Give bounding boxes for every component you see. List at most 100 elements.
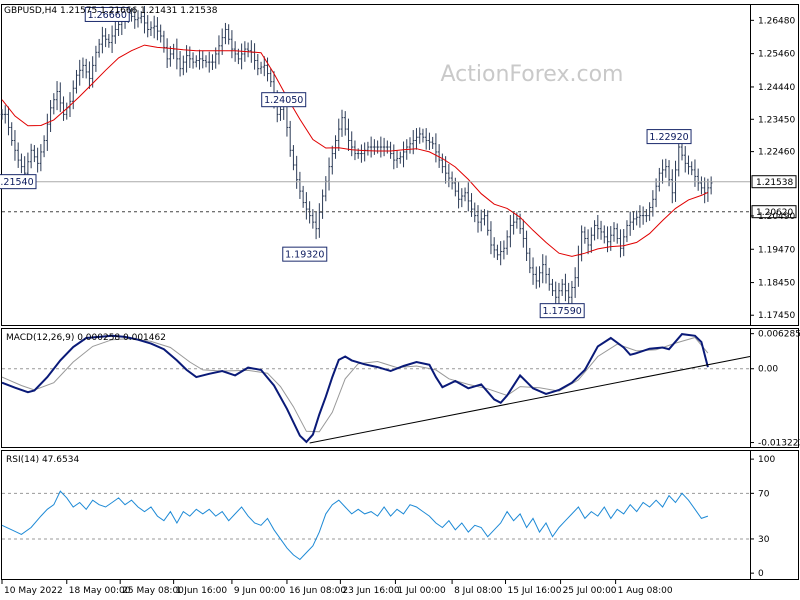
price-bar xyxy=(460,188,464,208)
price-bar xyxy=(654,178,658,208)
price-bar xyxy=(149,21,153,37)
y-tick-label: 1.18450 xyxy=(758,279,795,289)
price-bar xyxy=(596,214,600,240)
price-bar xyxy=(693,159,697,187)
price-bar xyxy=(227,24,230,45)
annotation-label: 1.17590 xyxy=(543,306,582,317)
price-bar xyxy=(29,143,33,169)
price-bar xyxy=(104,28,107,48)
price-bar xyxy=(204,55,208,68)
price-bar xyxy=(84,58,88,79)
price-bar xyxy=(677,140,681,177)
price-bar xyxy=(670,169,674,204)
price-annotation: 1.17590 xyxy=(539,303,585,319)
y-tick-label: 30 xyxy=(758,535,770,545)
y-tick-label: 1.17450 xyxy=(758,311,795,321)
price-bar xyxy=(437,144,441,168)
price-bar xyxy=(301,185,305,208)
annotation-label: 1.21540 xyxy=(0,177,34,188)
price-bar xyxy=(230,30,234,59)
price-bar xyxy=(52,93,56,115)
x-tick-label: 1 Jul 00:00 xyxy=(397,586,446,596)
price-bar xyxy=(46,113,49,151)
price-bar xyxy=(509,214,512,248)
annotation-label: 1.19320 xyxy=(285,250,324,261)
price-bar xyxy=(415,128,418,150)
y-tick-label: 100 xyxy=(758,455,775,465)
price-bar xyxy=(169,46,172,67)
annotation-label: 1.22920 xyxy=(649,132,688,143)
price-bar xyxy=(311,209,315,229)
price-bar xyxy=(567,282,570,306)
price-bar xyxy=(615,223,619,244)
price-bar xyxy=(318,203,321,238)
price-bar xyxy=(499,241,502,266)
price-bar xyxy=(473,202,477,223)
price-bar xyxy=(360,144,363,163)
x-tick-label: 25 Jul 00:00 xyxy=(563,586,617,596)
macd-header: MACD(12,26,9) 0.000258 0.001462 xyxy=(6,333,166,343)
price-bar xyxy=(680,141,684,161)
price-bar xyxy=(110,25,114,53)
x-tick-label: 9 Jun 00:00 xyxy=(234,586,286,596)
y-tick-label: -0.013223 xyxy=(758,439,800,449)
price-bar xyxy=(347,118,350,151)
price-level-label: 1.21538 xyxy=(756,178,793,188)
price-bar xyxy=(292,145,295,171)
price-bar xyxy=(71,80,75,110)
y-tick-label: 1.24440 xyxy=(758,83,795,93)
price-bar xyxy=(201,51,205,69)
panel-frame-2 xyxy=(1,450,799,580)
price-bar xyxy=(580,225,583,262)
x-tick-label: 1 Aug 08:00 xyxy=(618,586,673,596)
price-bar xyxy=(36,147,39,173)
price-bar xyxy=(557,282,561,306)
price-bar xyxy=(191,52,195,69)
watermark: ActionForex.com xyxy=(441,62,624,87)
price-header: GBPUSD,H4 1.21575 1.21666 1.21431 1.2153… xyxy=(4,6,218,16)
price-bar xyxy=(492,237,496,258)
price-bar xyxy=(447,164,451,188)
price-bar xyxy=(612,222,616,242)
y-tick-label: 0.00 xyxy=(758,365,778,375)
price-bar xyxy=(314,211,318,240)
price-bar xyxy=(505,230,509,255)
price-bar xyxy=(434,133,438,163)
price-bar xyxy=(340,109,344,137)
price-bar xyxy=(91,56,94,88)
price-bar xyxy=(114,21,117,44)
price-bar xyxy=(428,132,431,150)
price-bar xyxy=(522,219,525,248)
price-bar xyxy=(687,155,690,175)
price-bar xyxy=(308,201,311,224)
price-bar xyxy=(233,41,237,62)
price-bar xyxy=(240,43,243,70)
price-bar xyxy=(39,144,43,172)
panel-frame-1 xyxy=(1,328,799,448)
price-bar xyxy=(78,59,82,86)
price-bar xyxy=(625,220,629,243)
macd-signal-line xyxy=(1,336,709,433)
x-tick-label: 16 Jun 08:00 xyxy=(289,586,346,596)
price-bar xyxy=(58,82,62,113)
price-bar xyxy=(638,205,642,228)
price-bar xyxy=(590,227,593,253)
y-tick-label: 1.19470 xyxy=(758,245,795,255)
price-bar xyxy=(479,209,483,232)
price-bar xyxy=(389,141,392,159)
price-bar xyxy=(10,122,14,146)
price-bar xyxy=(418,127,422,144)
rsi-header: RSI(14) 47.6534 xyxy=(6,455,79,465)
macd-line xyxy=(1,333,709,444)
price-bar xyxy=(165,38,169,69)
price-bar xyxy=(431,136,434,149)
price-bar xyxy=(683,146,687,173)
price-bar xyxy=(321,189,324,219)
price-bar xyxy=(570,280,574,304)
panel-frame-0 xyxy=(1,4,799,326)
price-level-box xyxy=(751,175,797,189)
price-bar xyxy=(3,105,7,124)
price-bar xyxy=(350,131,354,157)
